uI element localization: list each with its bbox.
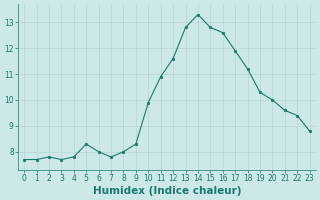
X-axis label: Humidex (Indice chaleur): Humidex (Indice chaleur) (93, 186, 241, 196)
